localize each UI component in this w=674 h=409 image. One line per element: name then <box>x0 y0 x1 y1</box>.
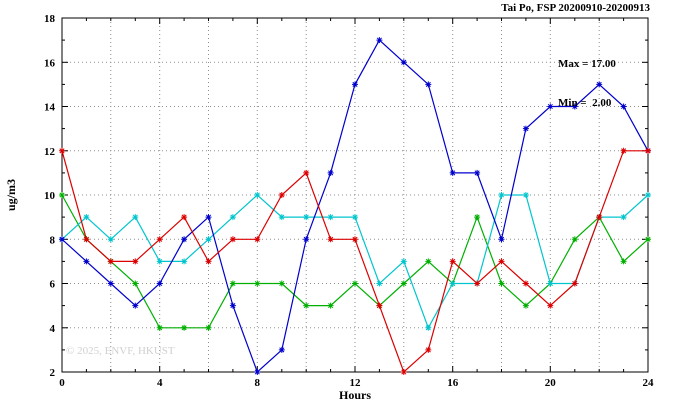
svg-text:20: 20 <box>545 377 557 389</box>
svg-text:4: 4 <box>157 377 163 389</box>
svg-text:2: 2 <box>50 367 56 379</box>
max-min-annotation: Max = 17.00 Min = 2.00 <box>558 32 616 136</box>
chart-title: Tai Po, FSP 20200910-20200913 <box>501 2 650 14</box>
svg-text:10: 10 <box>44 190 56 202</box>
min-value-label: Min = 2.00 <box>558 97 612 109</box>
svg-text:24: 24 <box>643 377 655 389</box>
x-axis-label: Hours <box>339 388 371 402</box>
y-axis-label: ug/m3 <box>4 179 18 211</box>
svg-text:8: 8 <box>255 377 261 389</box>
svg-text:12: 12 <box>44 146 56 158</box>
svg-text:16: 16 <box>44 57 56 69</box>
max-value-label: Max = 17.00 <box>558 58 616 70</box>
watermark: © 2025, ENVF, HKUST <box>66 345 175 357</box>
svg-text:18: 18 <box>44 13 56 25</box>
svg-text:12: 12 <box>350 377 362 389</box>
svg-text:16: 16 <box>447 377 459 389</box>
svg-text:8: 8 <box>50 234 56 246</box>
svg-text:4: 4 <box>50 323 56 335</box>
svg-text:0: 0 <box>59 377 65 389</box>
svg-text:6: 6 <box>50 279 56 291</box>
svg-text:14: 14 <box>44 102 56 114</box>
